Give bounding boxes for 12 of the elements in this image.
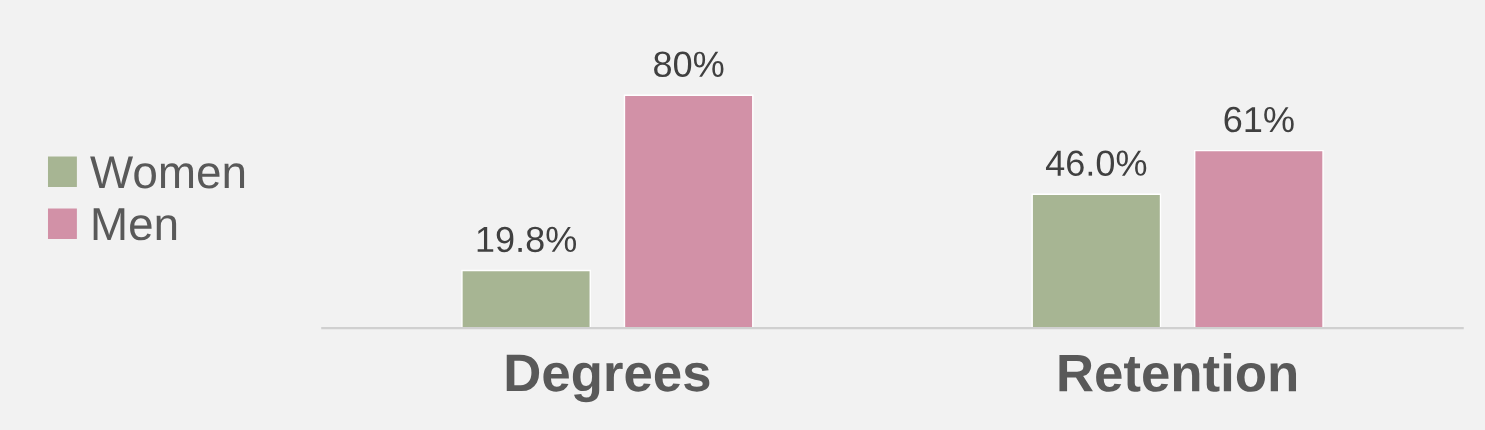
data-label: 80% <box>654 51 724 78</box>
bar <box>623 94 754 329</box>
bar <box>1031 193 1162 329</box>
data-label: 19.8% <box>477 226 577 253</box>
legend-label: Women <box>90 156 245 189</box>
data-label: 46.0% <box>1045 150 1147 176</box>
x-tick-label: Retention <box>1059 353 1297 392</box>
legend-label: Men <box>93 208 177 241</box>
data-label: 61% <box>1224 106 1294 133</box>
x-tick-label: Degrees <box>506 354 710 403</box>
bar <box>1194 149 1324 329</box>
bar <box>461 269 591 329</box>
